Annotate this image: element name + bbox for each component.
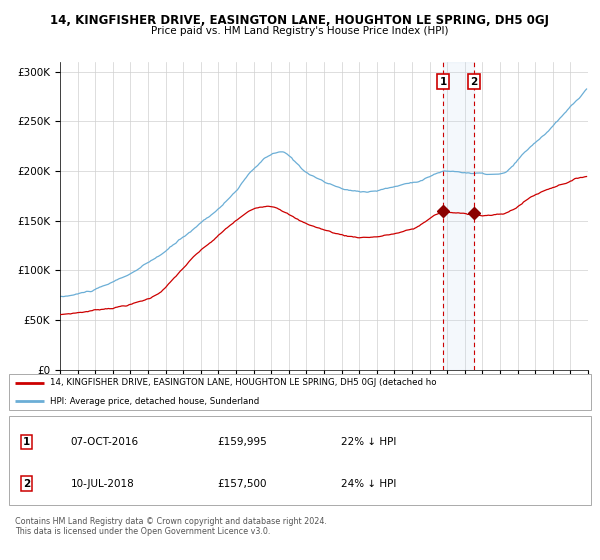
- Text: 14, KINGFISHER DRIVE, EASINGTON LANE, HOUGHTON LE SPRING, DH5 0GJ: 14, KINGFISHER DRIVE, EASINGTON LANE, HO…: [50, 14, 550, 27]
- FancyBboxPatch shape: [9, 416, 591, 505]
- Text: 22% ↓ HPI: 22% ↓ HPI: [341, 437, 397, 447]
- Text: £157,500: £157,500: [218, 479, 267, 489]
- Text: Price paid vs. HM Land Registry's House Price Index (HPI): Price paid vs. HM Land Registry's House …: [151, 26, 449, 36]
- Text: 24% ↓ HPI: 24% ↓ HPI: [341, 479, 397, 489]
- Bar: [443, 62, 474, 370]
- Text: 14, KINGFISHER DRIVE, EASINGTON LANE, HOUGHTON LE SPRING, DH5 0GJ (detached ho: 14, KINGFISHER DRIVE, EASINGTON LANE, HO…: [50, 378, 437, 387]
- Text: 07-OCT-2016: 07-OCT-2016: [71, 437, 139, 447]
- Text: 2: 2: [23, 479, 30, 489]
- Text: £159,995: £159,995: [218, 437, 268, 447]
- FancyBboxPatch shape: [9, 374, 591, 410]
- Text: 1: 1: [23, 437, 30, 447]
- Text: 10-JUL-2018: 10-JUL-2018: [71, 479, 134, 489]
- Text: 2: 2: [470, 77, 478, 87]
- Text: HPI: Average price, detached house, Sunderland: HPI: Average price, detached house, Sund…: [50, 397, 259, 406]
- Text: 1: 1: [440, 77, 447, 87]
- Text: Contains HM Land Registry data © Crown copyright and database right 2024.
This d: Contains HM Land Registry data © Crown c…: [15, 517, 326, 536]
